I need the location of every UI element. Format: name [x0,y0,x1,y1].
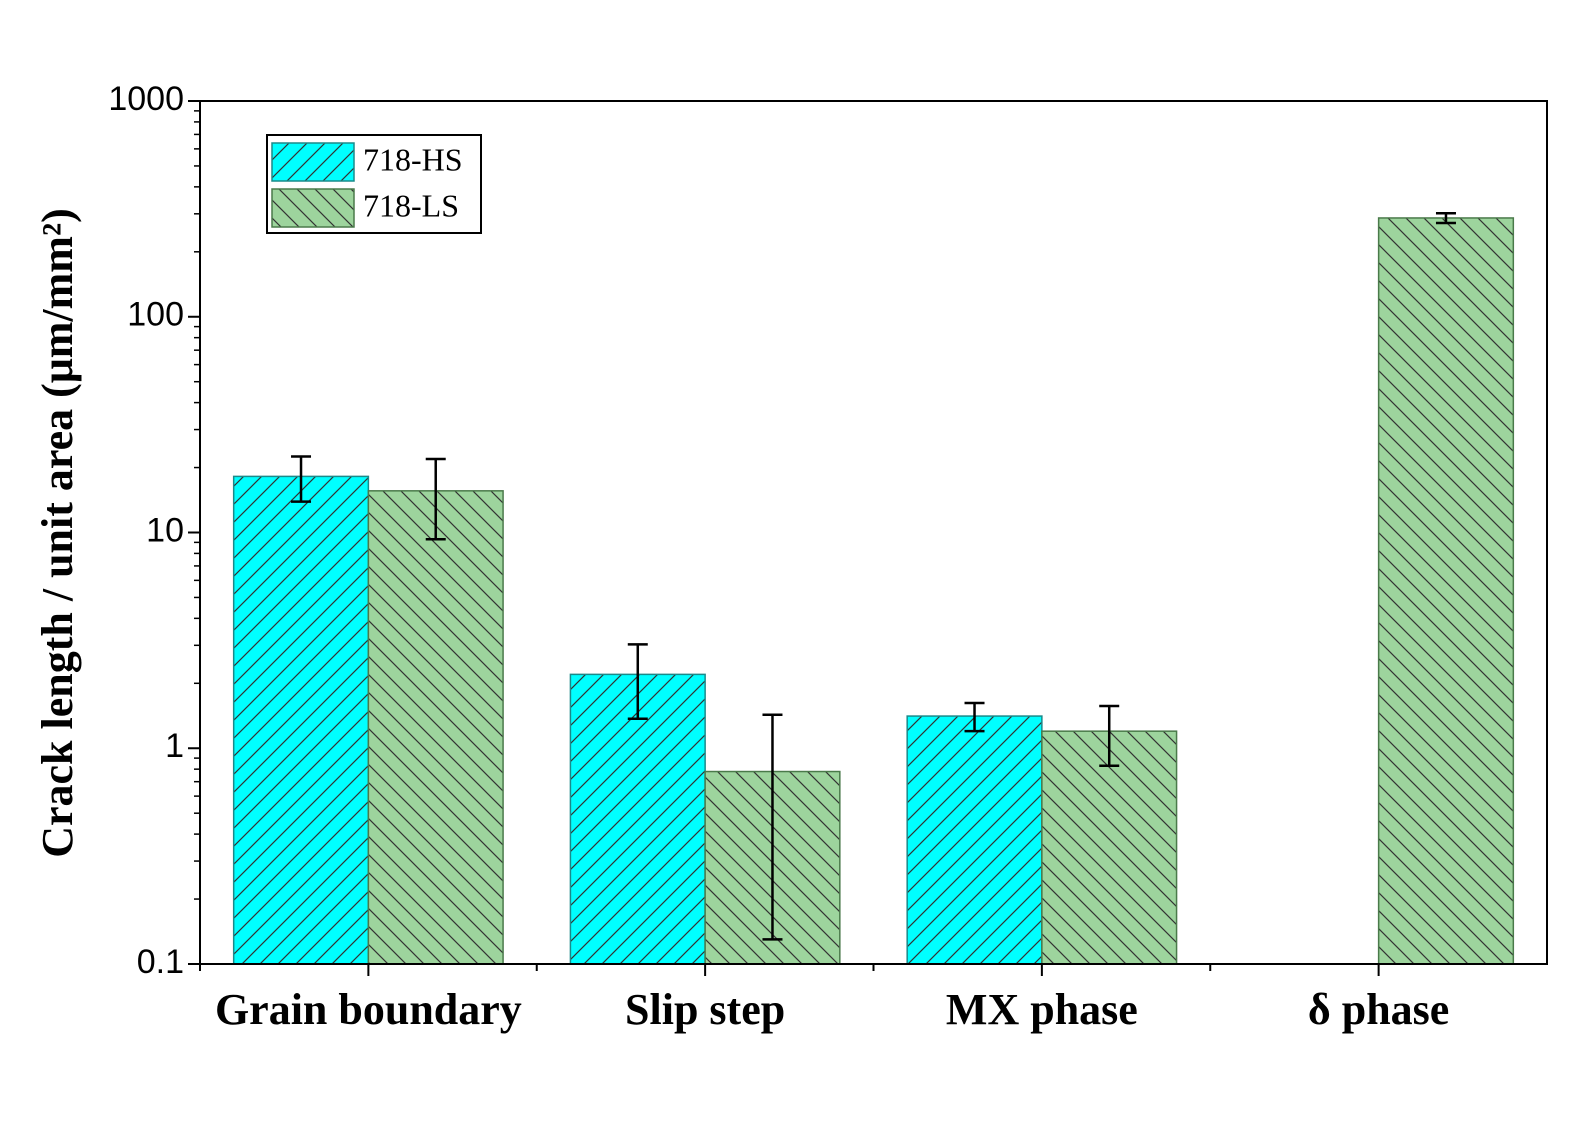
bar [569,673,706,965]
y-tick-label: 100 [127,296,184,334]
error-bar [1099,704,1120,767]
y-tick-label: 1 [165,727,184,765]
plot-frame [199,100,1548,965]
x-tick-label: MX phase [946,985,1138,1034]
legend-swatch [271,188,355,228]
error-bar [627,643,648,721]
bar [232,475,370,965]
x-tick-label: Grain boundary [215,985,522,1034]
error-bar [964,701,985,733]
y-tick-label: 10 [146,511,184,549]
bar [1377,217,1515,965]
bar [367,490,504,965]
x-tick-label: δ phase [1308,985,1449,1034]
legend-label: 718-LS [363,187,459,223]
error-bar [291,455,312,503]
y-tick-label: 1000 [108,80,184,118]
bar [906,715,1043,965]
x-tick-label: Slip step [625,985,785,1034]
y-axis-label: Crack length / unit area (μm/mm²) [33,208,82,858]
legend-label: 718-HS [363,141,463,177]
error-bar [425,457,446,541]
y-tick-label: 0.1 [137,943,184,981]
error-bar [762,713,783,941]
legend-swatch [271,142,355,182]
error-bar [1435,211,1456,225]
bar [1041,730,1178,965]
